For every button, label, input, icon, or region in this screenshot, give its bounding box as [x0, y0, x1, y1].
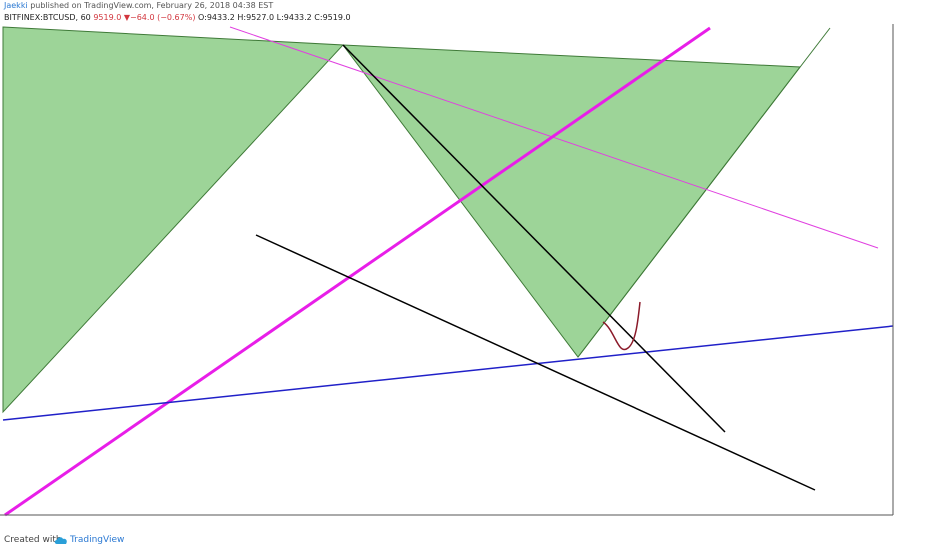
footer: Created with TradingView — [0, 530, 932, 550]
drawings — [2, 26, 879, 414]
logo — [54, 537, 67, 544]
brand[interactable]: TradingView — [70, 535, 125, 545]
overlay-drawings — [2, 26, 894, 517]
ohlc: O:9433.2 H:9527.0 L:9433.2 C:9519.0 — [197, 13, 351, 22]
trend-line — [4, 26, 711, 517]
pattern-edge — [577, 27, 831, 358]
axis-bg — [893, 24, 932, 524]
chart — [0, 24, 932, 524]
trend-line — [342, 44, 726, 433]
published: published on TradingView.com, February 2… — [30, 1, 274, 10]
author[interactable]: Jaekki — [4, 1, 28, 10]
arrow: ▼ — [123, 13, 131, 22]
price-axis — [0, 24, 932, 524]
price: 9519.0 — [93, 13, 122, 22]
change: −64.0 (−0.67%) — [130, 13, 196, 22]
header-line: Jaekki published on TradingView.com, Feb… — [4, 1, 273, 10]
trend-line — [255, 234, 816, 491]
projection-path — [602, 301, 641, 351]
header-line: BITFINEX:BTCUSD, 60 9519.0 ▼−64.0 (−0.67… — [4, 13, 351, 22]
symbol: BITFINEX:BTCUSD, 60 — [4, 13, 91, 22]
trend-line — [2, 325, 894, 421]
created-with: Created with — [4, 535, 62, 545]
pattern-triangle — [2, 26, 345, 414]
pattern-triangle — [341, 44, 801, 358]
